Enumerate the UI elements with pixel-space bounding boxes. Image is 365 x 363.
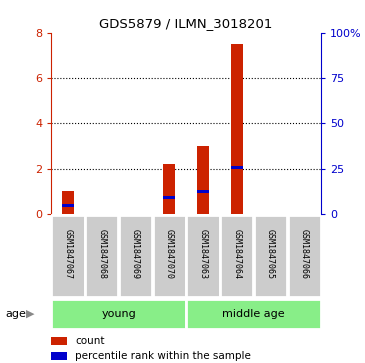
Bar [164,164,175,214]
Text: GSM1847065: GSM1847065 [266,229,275,279]
Text: ▶: ▶ [26,309,34,319]
Bar [254,215,287,297]
Text: GSM1847070: GSM1847070 [165,229,174,279]
Bar [288,215,321,297]
Bar [62,192,74,214]
Text: young: young [101,309,136,319]
Bar [51,299,186,329]
Text: count: count [76,336,105,346]
Text: GSM1847063: GSM1847063 [199,229,208,279]
Bar [51,337,67,345]
Bar [153,215,186,297]
Bar [220,215,253,297]
Bar [231,166,243,170]
Bar [62,204,74,207]
Bar [85,215,118,297]
Bar [197,146,209,214]
Text: middle age: middle age [222,309,285,319]
Bar [187,215,220,297]
Bar [231,44,243,214]
Bar [164,196,175,199]
Bar [119,215,152,297]
Text: GSM1847066: GSM1847066 [300,229,309,279]
Bar [197,190,209,193]
Text: age: age [5,309,26,319]
Bar [186,299,321,329]
Text: GSM1847064: GSM1847064 [232,229,241,279]
Bar [51,215,85,297]
Text: percentile rank within the sample: percentile rank within the sample [76,351,251,361]
Text: GSM1847069: GSM1847069 [131,229,140,279]
Text: GSM1847067: GSM1847067 [64,229,73,279]
Title: GDS5879 / ILMN_3018201: GDS5879 / ILMN_3018201 [99,17,273,30]
Text: GSM1847068: GSM1847068 [97,229,106,279]
Bar [51,351,67,360]
